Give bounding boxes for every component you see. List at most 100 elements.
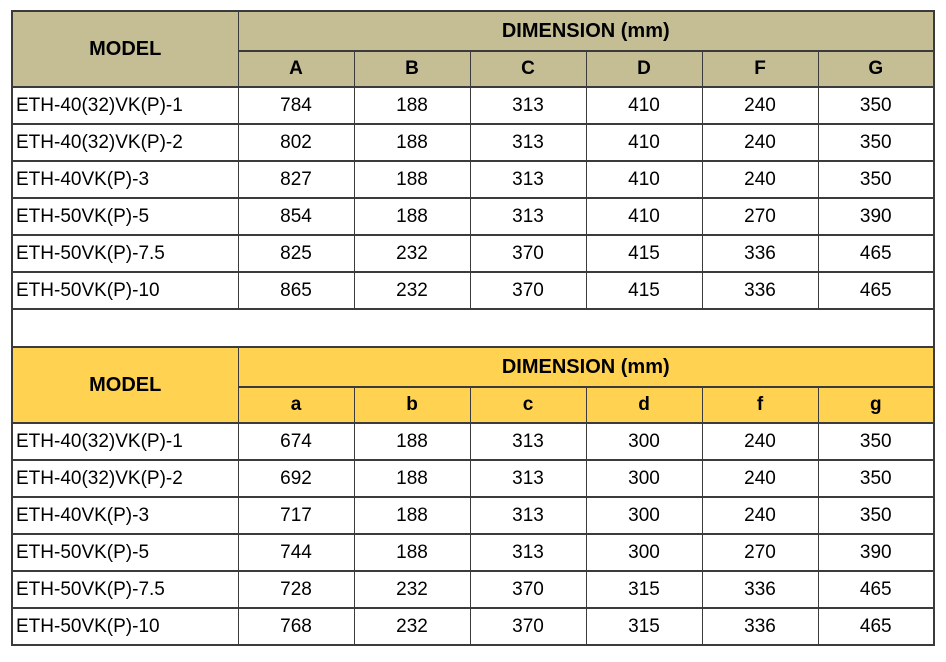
value-cell: 728 <box>237 570 355 609</box>
value-cell: 300 <box>585 533 703 572</box>
value-cell: 315 <box>585 570 703 609</box>
value-cell: 188 <box>353 86 471 125</box>
value-cell: 313 <box>469 197 587 236</box>
value-cell: 674 <box>237 422 355 461</box>
upper-model-header: MODEL <box>11 10 239 88</box>
table-row: ETH-50VK(P)-7.5 825 232 370 415 336 465 <box>11 234 935 273</box>
table-row: ETH-50VK(P)-10 768 232 370 315 336 465 <box>11 607 935 646</box>
model-cell: ETH-40(32)VK(P)-2 <box>11 459 239 498</box>
model-cell: ETH-40VK(P)-3 <box>11 496 239 535</box>
value-cell: 415 <box>585 234 703 273</box>
value-cell: 188 <box>353 422 471 461</box>
value-cell: 465 <box>817 234 935 273</box>
lower-model-header: MODEL <box>11 346 239 424</box>
value-cell: 410 <box>585 197 703 236</box>
value-cell: 854 <box>237 197 355 236</box>
table-row: ETH-40(32)VK(P)-1 674 188 313 300 240 35… <box>11 422 935 461</box>
separator-cell <box>11 308 935 348</box>
model-cell: ETH-50VK(P)-10 <box>11 607 239 646</box>
value-cell: 240 <box>701 86 819 125</box>
table-row: ETH-40(32)VK(P)-1 784 188 313 410 240 35… <box>11 86 935 125</box>
value-cell: 240 <box>701 422 819 461</box>
value-cell: 350 <box>817 86 935 125</box>
value-cell: 188 <box>353 160 471 199</box>
model-cell: ETH-40VK(P)-3 <box>11 160 239 199</box>
model-cell: ETH-50VK(P)-7.5 <box>11 234 239 273</box>
value-cell: 350 <box>817 459 935 498</box>
table-row: ETH-50VK(P)-7.5 728 232 370 315 336 465 <box>11 570 935 609</box>
value-cell: 692 <box>237 459 355 498</box>
table-row: ETH-40(32)VK(P)-2 692 188 313 300 240 35… <box>11 459 935 498</box>
value-cell: 270 <box>701 533 819 572</box>
value-cell: 315 <box>585 607 703 646</box>
value-cell: 336 <box>701 607 819 646</box>
value-cell: 350 <box>817 422 935 461</box>
value-cell: 232 <box>353 570 471 609</box>
value-cell: 313 <box>469 86 587 125</box>
model-cell: ETH-50VK(P)-5 <box>11 197 239 236</box>
value-cell: 465 <box>817 271 935 310</box>
value-cell: 313 <box>469 459 587 498</box>
value-cell: 802 <box>237 123 355 162</box>
value-cell: 415 <box>585 271 703 310</box>
table-row: ETH-40(32)VK(P)-2 802 188 313 410 240 35… <box>11 123 935 162</box>
model-cell: ETH-50VK(P)-10 <box>11 271 239 310</box>
lower-column-header-f: f <box>701 386 819 424</box>
value-cell: 336 <box>701 570 819 609</box>
lower-column-letters-row: a b c d f g <box>12 386 935 424</box>
value-cell: 313 <box>469 496 587 535</box>
value-cell: 188 <box>353 533 471 572</box>
value-cell: 300 <box>585 496 703 535</box>
table-row: ETH-50VK(P)-10 865 232 370 415 336 465 <box>11 271 935 310</box>
value-cell: 350 <box>817 123 935 162</box>
value-cell: 232 <box>353 234 471 273</box>
value-cell: 390 <box>817 197 935 236</box>
upper-dimension-header: DIMENSION (mm) <box>237 10 935 52</box>
upper-column-header-B: B <box>353 50 471 88</box>
lower-table-section: MODEL DIMENSION (mm) a b c d f g ETH-40(… <box>11 346 935 646</box>
value-cell: 827 <box>237 160 355 199</box>
value-cell: 350 <box>817 496 935 535</box>
value-cell: 465 <box>817 607 935 646</box>
upper-column-header-C: C <box>469 50 587 88</box>
value-cell: 410 <box>585 86 703 125</box>
value-cell: 370 <box>469 271 587 310</box>
value-cell: 188 <box>353 496 471 535</box>
value-cell: 313 <box>469 160 587 199</box>
value-cell: 744 <box>237 533 355 572</box>
value-cell: 240 <box>701 459 819 498</box>
upper-column-header-A: A <box>237 50 355 88</box>
upper-column-letters-row: A B C D F G <box>12 50 935 88</box>
value-cell: 465 <box>817 570 935 609</box>
upper-column-header-G: G <box>817 50 935 88</box>
upper-table-section: MODEL DIMENSION (mm) A B C D F G ETH-40(… <box>11 10 935 310</box>
value-cell: 370 <box>469 234 587 273</box>
upper-column-header-F: F <box>701 50 819 88</box>
value-cell: 410 <box>585 123 703 162</box>
table-separator <box>11 308 935 348</box>
value-cell: 232 <box>353 271 471 310</box>
value-cell: 188 <box>353 459 471 498</box>
lower-column-header-a: a <box>237 386 355 424</box>
value-cell: 370 <box>469 607 587 646</box>
value-cell: 188 <box>353 197 471 236</box>
value-cell: 240 <box>701 123 819 162</box>
upper-header-row: MODEL DIMENSION (mm) <box>11 10 935 88</box>
lower-column-header-g: g <box>817 386 935 424</box>
table-row: ETH-40VK(P)-3 717 188 313 300 240 350 <box>11 496 935 535</box>
value-cell: 300 <box>585 459 703 498</box>
value-cell: 313 <box>469 422 587 461</box>
lower-column-header-d: d <box>585 386 703 424</box>
table-separator-section <box>11 308 935 348</box>
model-cell: ETH-40(32)VK(P)-1 <box>11 422 239 461</box>
table-row: ETH-50VK(P)-5 744 188 313 300 270 390 <box>11 533 935 572</box>
dimension-spec-table: MODEL DIMENSION (mm) A B C D F G ETH-40(… <box>11 10 936 646</box>
value-cell: 313 <box>469 123 587 162</box>
lower-column-header-b: b <box>353 386 471 424</box>
table-row: ETH-40VK(P)-3 827 188 313 410 240 350 <box>11 160 935 199</box>
value-cell: 336 <box>701 234 819 273</box>
model-cell: ETH-40(32)VK(P)-1 <box>11 86 239 125</box>
value-cell: 270 <box>701 197 819 236</box>
model-cell: ETH-50VK(P)-7.5 <box>11 570 239 609</box>
